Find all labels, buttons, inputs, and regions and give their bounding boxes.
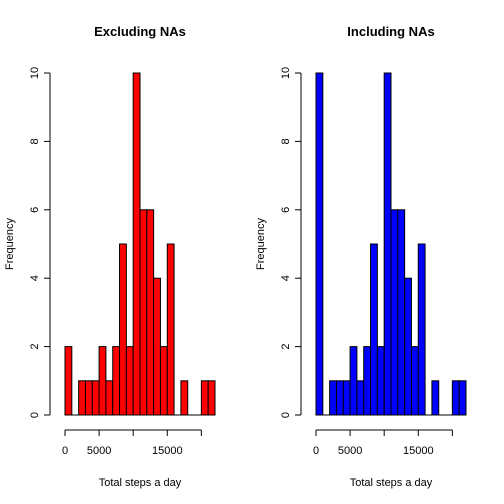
bar <box>397 209 406 416</box>
y-tick-label: 0 <box>29 412 41 418</box>
y-tick-label: 6 <box>29 207 41 213</box>
bar <box>417 243 426 416</box>
bar <box>451 380 460 416</box>
bar <box>315 72 324 416</box>
x-tick-label: 0 <box>62 445 68 457</box>
bar <box>125 346 134 416</box>
bar <box>370 243 378 416</box>
bar <box>180 380 189 416</box>
y-tick-label: 6 <box>280 207 292 213</box>
bar <box>78 380 86 416</box>
panel-including-nas: Including NAs Total steps a day Frequenc… <box>255 24 467 489</box>
bar <box>383 72 392 416</box>
bar <box>159 346 168 416</box>
y-tick-label: 0 <box>280 412 292 418</box>
bar <box>200 380 209 416</box>
y-tick-label: 8 <box>29 138 41 144</box>
y-tick-label: 10 <box>29 67 41 79</box>
bar <box>105 380 114 416</box>
bar <box>132 72 141 416</box>
y-tick-label: 2 <box>29 344 41 350</box>
bar <box>98 346 107 416</box>
chart-title: Including NAs <box>347 24 434 39</box>
chart-title: Excluding NAs <box>94 24 186 39</box>
y-tick-label: 4 <box>280 275 292 281</box>
bar <box>207 380 216 416</box>
bar <box>112 346 121 416</box>
bar <box>390 209 399 416</box>
bar <box>153 277 161 416</box>
y-axis: 0 2 4 6 8 10 <box>280 67 302 418</box>
bar <box>166 243 175 416</box>
x-tick-label: 0 <box>313 445 319 457</box>
y-tick-label: 2 <box>280 344 292 350</box>
x-tick-label: 15000 <box>152 445 183 457</box>
bar <box>404 277 412 416</box>
bars <box>64 72 216 416</box>
bar <box>410 346 419 416</box>
bar <box>376 346 385 416</box>
x-axis-label: Total steps a day <box>350 477 433 489</box>
bar <box>342 380 351 416</box>
bar <box>91 380 100 416</box>
bar <box>329 380 337 416</box>
x-axis: 0 5000 15000 <box>62 429 202 457</box>
bar <box>363 346 372 416</box>
bar <box>119 243 127 416</box>
x-tick-label: 5000 <box>87 445 111 457</box>
x-axis: 0 5000 15000 <box>313 429 453 457</box>
bar <box>349 346 358 416</box>
x-tick-label: 15000 <box>403 445 434 457</box>
y-axis-label: Frequency <box>255 218 267 270</box>
y-axis-label: Frequency <box>4 218 16 270</box>
bar <box>356 380 365 416</box>
bar <box>335 380 344 416</box>
y-tick-label: 8 <box>280 138 292 144</box>
bar <box>458 380 467 416</box>
bar <box>64 346 73 416</box>
bars <box>315 72 467 416</box>
panel-excluding-nas: Excluding NAs Total steps a day Frequenc… <box>4 24 216 489</box>
x-axis-label: Total steps a day <box>99 477 182 489</box>
bar <box>146 209 155 416</box>
y-axis: 0 2 4 6 8 10 <box>29 67 51 418</box>
bar <box>84 380 93 416</box>
y-tick-label: 4 <box>29 275 41 281</box>
y-tick-label: 10 <box>280 67 292 79</box>
x-tick-label: 5000 <box>338 445 362 457</box>
bar <box>139 209 148 416</box>
bar <box>431 380 440 416</box>
